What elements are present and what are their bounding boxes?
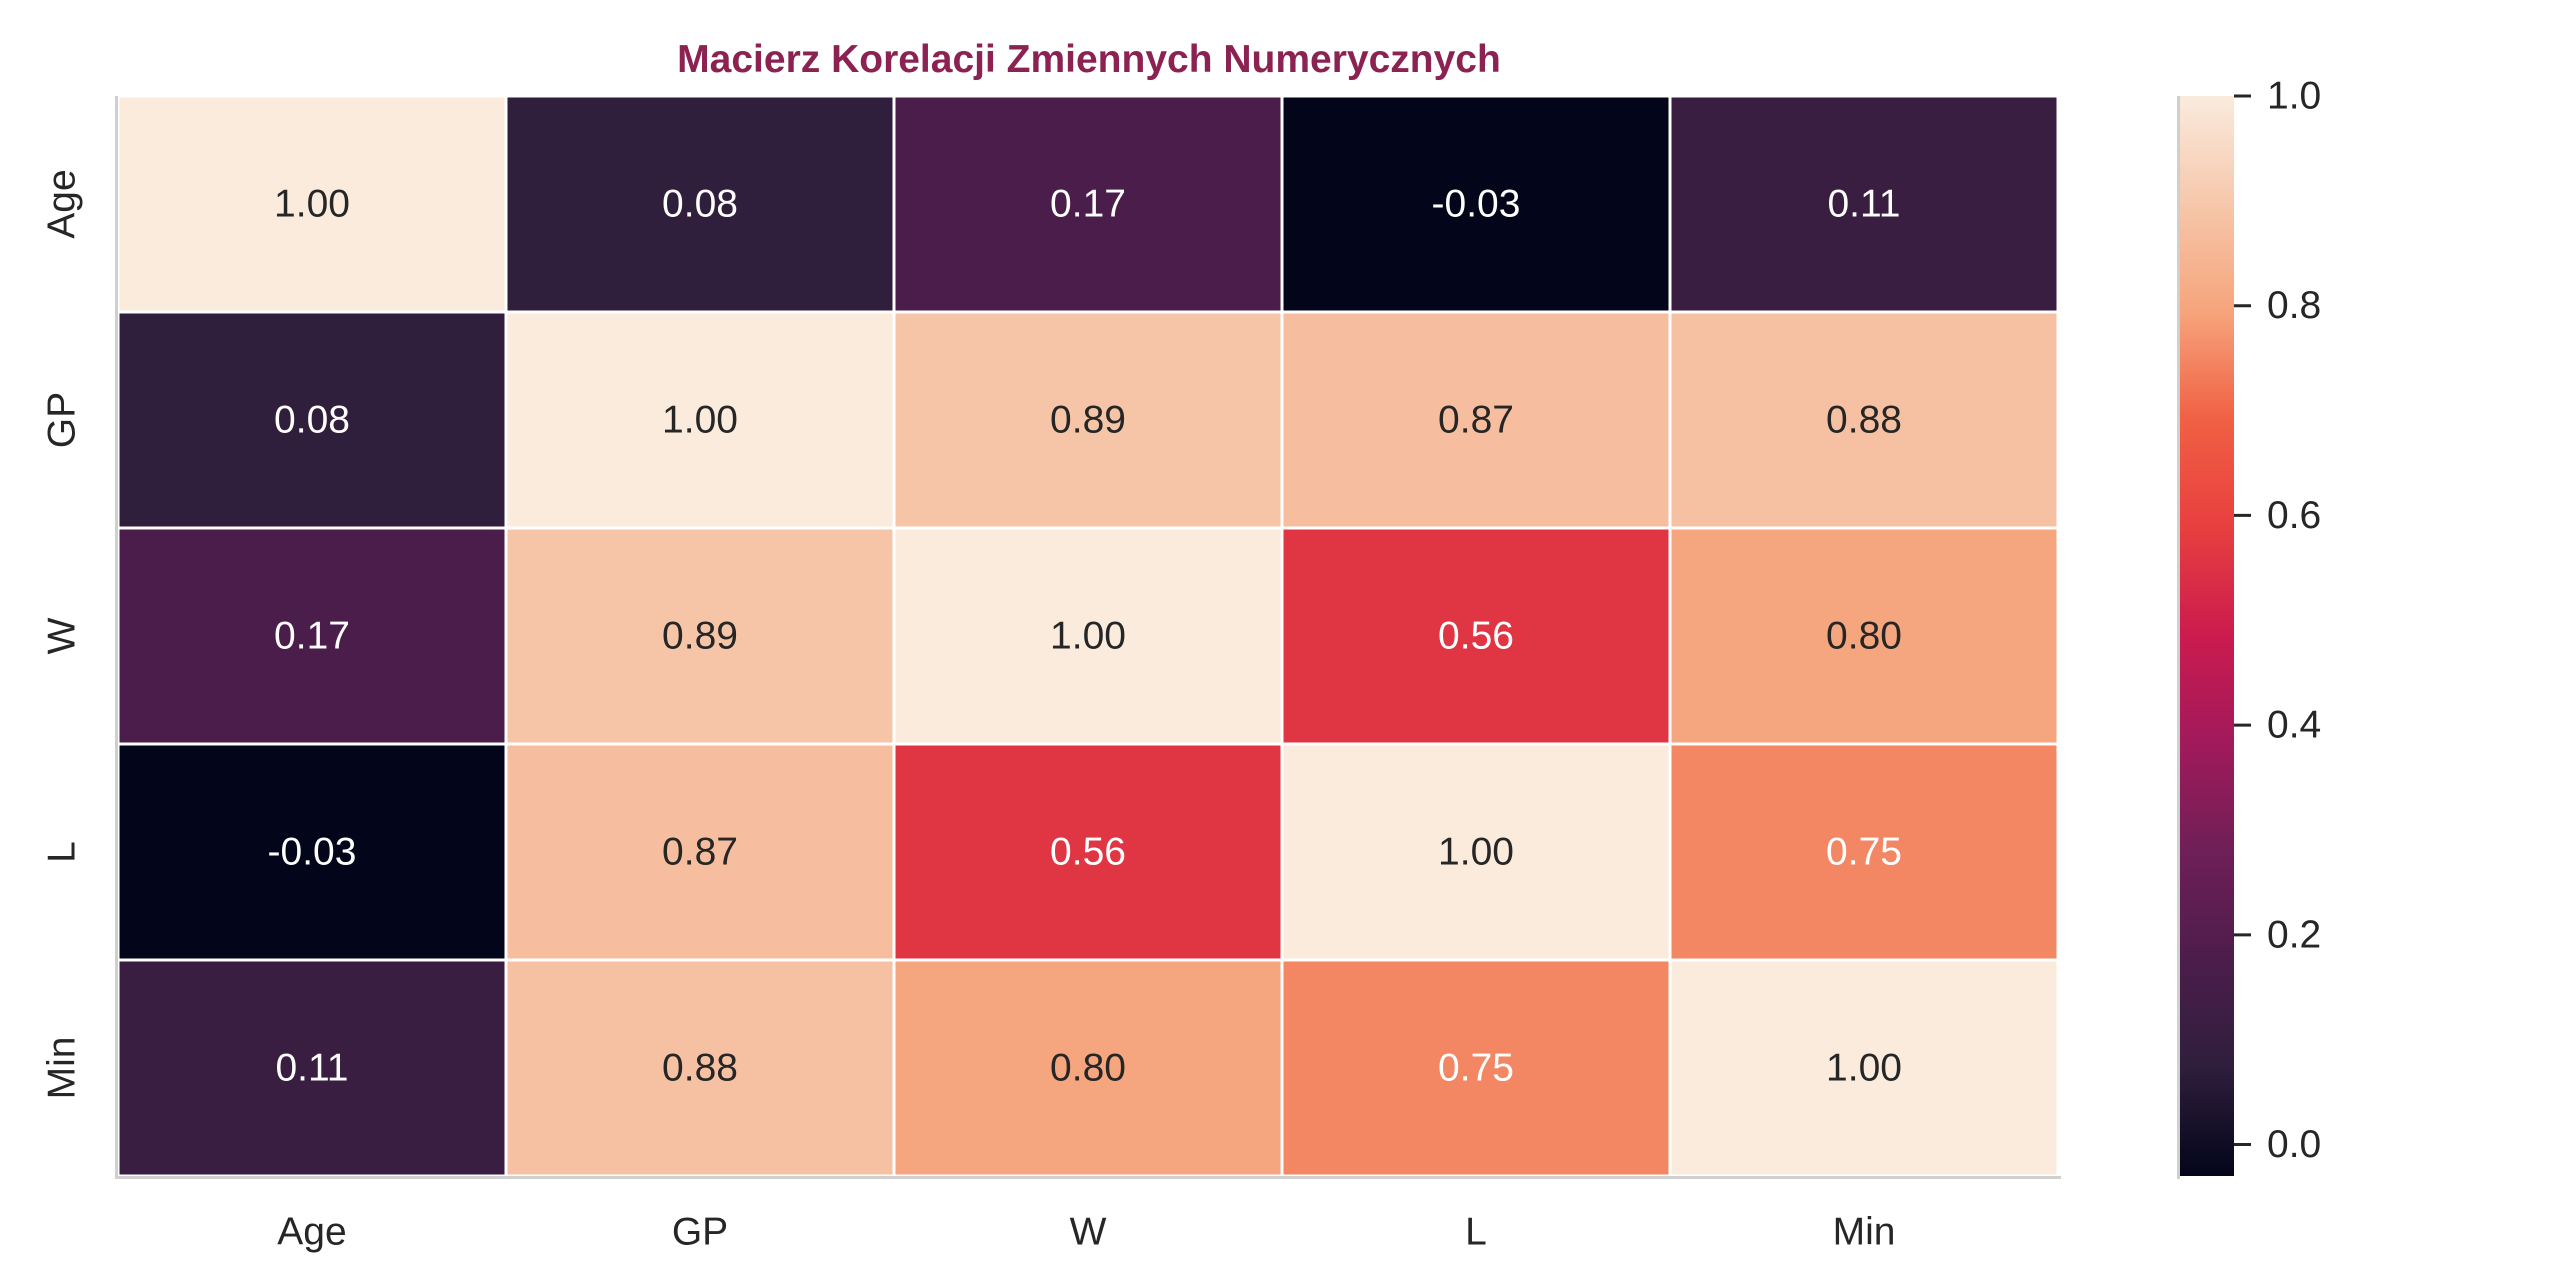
cell-value-label: 0.89	[1050, 399, 1126, 442]
colorbar-tick-label: 1.0	[2267, 75, 2321, 118]
heatmap-cell-w-w	[892, 526, 1284, 746]
heatmap-cell-gp-age	[116, 310, 508, 530]
colorbar-tick-label: 0.8	[2267, 284, 2321, 327]
colorbar-tick-label: 0.2	[2267, 913, 2321, 956]
heatmap-cell-min-w	[892, 958, 1284, 1178]
cell-value-label: 1.00	[1438, 831, 1514, 874]
cell-value-label: -0.03	[268, 831, 357, 874]
x-tick-label: Min	[1833, 1211, 1896, 1254]
y-tick-label: Age	[41, 169, 84, 238]
x-tick-label: GP	[672, 1211, 728, 1254]
heatmap-cell-age-l	[1280, 94, 1672, 314]
heatmap-cell-age-min	[1668, 94, 2060, 314]
cell-value-label: 0.08	[274, 399, 350, 442]
x-tick-label: W	[1070, 1211, 1107, 1254]
colorbar: 0.0 0.2 0.4 0.6 0.8 1.0	[2177, 75, 2321, 1179]
cell-value-label: 0.80	[1826, 615, 1902, 658]
heatmap-cells	[116, 94, 2060, 1178]
heatmap-cell-age-gp	[504, 94, 896, 314]
heatmap-cell-l-min	[1668, 742, 2060, 962]
colorbar-tick-label: 0.6	[2267, 494, 2321, 537]
heatmap-cell-min-gp	[504, 958, 896, 1178]
cell-value-label: 0.87	[662, 831, 738, 874]
heatmap-cell-age-age	[116, 94, 508, 314]
y-tick-label: GP	[41, 392, 84, 448]
cell-value-label: 1.00	[662, 399, 738, 442]
cell-value-label: 0.87	[1438, 399, 1514, 442]
x-tick-label: Age	[277, 1211, 346, 1254]
cell-value-label: 0.11	[275, 1047, 348, 1090]
cell-value-label: 0.56	[1438, 615, 1514, 658]
colorbar-gradient	[2180, 96, 2234, 1176]
cell-value-label: 0.75	[1826, 831, 1902, 874]
heatmap-cell-l-gp	[504, 742, 896, 962]
heatmap-cell-min-age	[116, 958, 508, 1178]
heatmap-cell-gp-min	[1668, 310, 2060, 530]
chart-title: Macierz Korelacji Zmiennych Numerycznych	[677, 38, 1501, 81]
colorbar-tick-label: 0.4	[2267, 704, 2321, 747]
cell-value-label: 0.88	[662, 1047, 738, 1090]
cell-value-label: 1.00	[1050, 615, 1126, 658]
cell-value-label: 0.11	[1827, 183, 1900, 226]
cell-value-label: 1.00	[1826, 1047, 1902, 1090]
heatmap-cell-w-l	[1280, 526, 1672, 746]
colorbar-tick-label: 0.0	[2267, 1123, 2321, 1166]
cell-value-label: 0.56	[1050, 831, 1126, 874]
heatmap-cell-age-w	[892, 94, 1284, 314]
heatmap-cell-labels: 1.00 0.08 0.17 -0.03 0.11 0.08 1.00 0.89 0.87 0.8…	[268, 183, 1902, 1090]
y-tick-label: W	[41, 617, 84, 654]
heatmap-axes: Age GP W L Min Age GP W L Min	[41, 96, 2061, 1254]
cell-value-label: 0.88	[1826, 399, 1902, 442]
heatmap-cell-l-w	[892, 742, 1284, 962]
heatmap-cell-min-min	[1668, 958, 2060, 1178]
cell-value-label: 0.17	[274, 615, 350, 658]
heatmap-cell-gp-w	[892, 310, 1284, 530]
cell-value-label: 0.89	[662, 615, 738, 658]
heatmap-cell-w-min	[1668, 526, 2060, 746]
heatmap-cell-l-l	[1280, 742, 1672, 962]
cell-value-label: 0.80	[1050, 1047, 1126, 1090]
heatmap-cell-w-gp	[504, 526, 896, 746]
y-tick-label: Min	[41, 1037, 84, 1100]
x-tick-label: L	[1465, 1211, 1487, 1254]
cell-value-label: 0.17	[1050, 183, 1126, 226]
y-tick-label: L	[41, 841, 84, 863]
cell-value-label: 0.08	[662, 183, 738, 226]
cell-value-label: 0.75	[1438, 1047, 1514, 1090]
cell-value-label: -0.03	[1432, 183, 1521, 226]
cell-value-label: 1.00	[274, 183, 350, 226]
